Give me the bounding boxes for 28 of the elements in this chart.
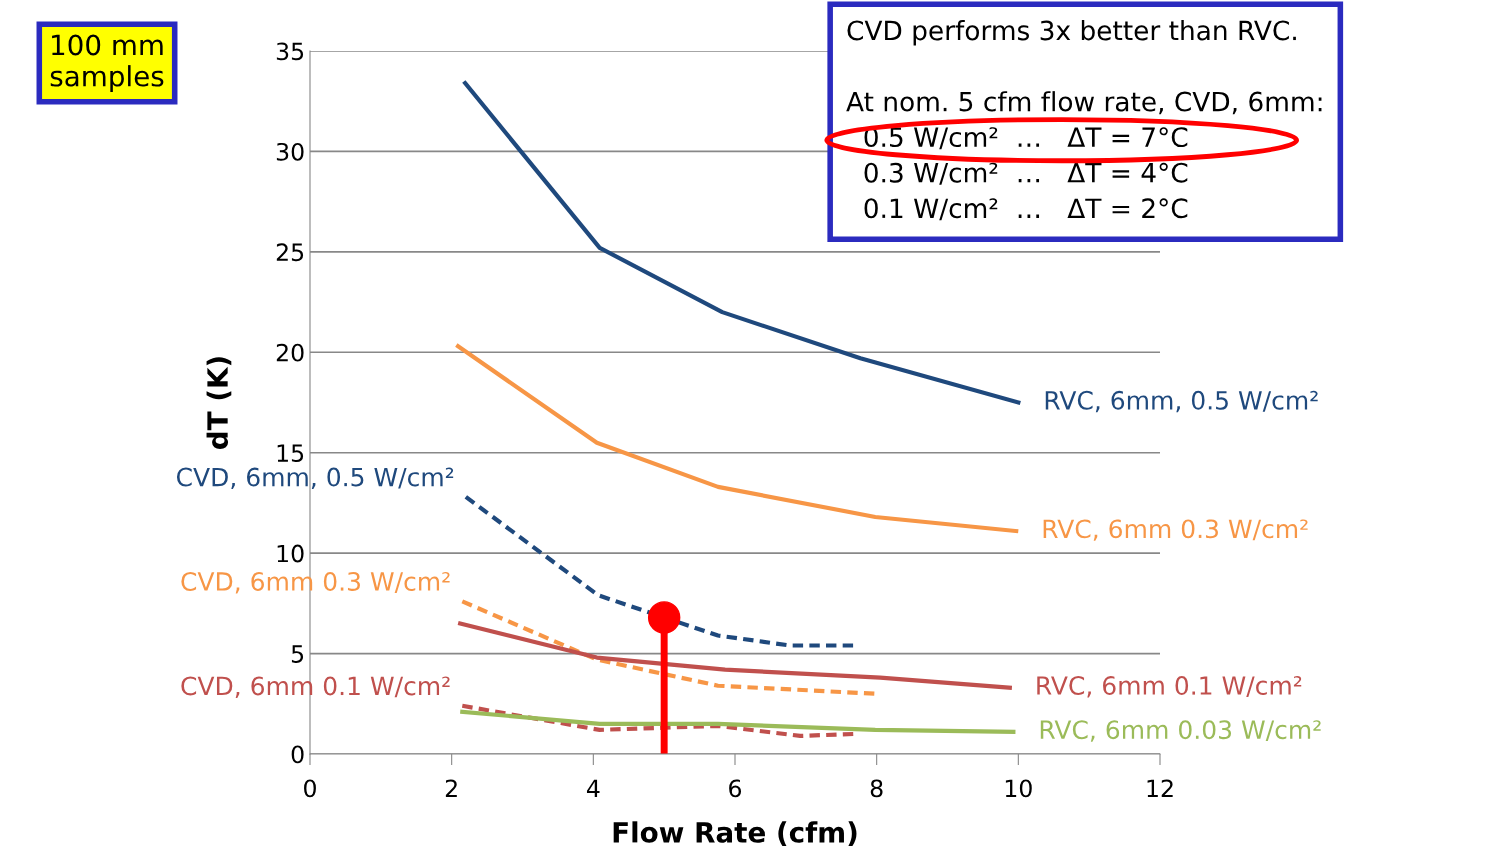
x-tick-label: 4 (586, 779, 600, 797)
series-label: RVC, 6mm 0.3 W/cm² (1043, 519, 1308, 541)
y-axis-title: dT (K) (206, 357, 232, 449)
series-label: CVD, 6mm 0.1 W/cm² (181, 676, 450, 698)
x-tick-label: 8 (870, 779, 883, 798)
y-tick-label: 15 (277, 444, 304, 463)
series-label: CVD, 6mm 0.3 W/cm² (181, 572, 450, 594)
x-tick-label: 0 (304, 779, 316, 798)
text: 100 mm samples (50, 34, 164, 92)
x-tick-label: 12 (1147, 779, 1173, 797)
y-tick-label: 25 (276, 243, 304, 262)
x-tick-label: 6 (729, 779, 742, 798)
x-tick-label: 10 (1005, 779, 1032, 798)
line-series (460, 709, 1016, 734)
x-axis-title: Flow Rate (cfm) (613, 821, 857, 847)
series-label: RVC, 6mm, 0.5 W/cm² (1045, 390, 1318, 413)
line-series (455, 344, 1019, 534)
y-tick-label: 30 (276, 142, 304, 161)
y-tick-label: 10 (277, 544, 304, 563)
line-series (458, 621, 1012, 690)
series-label: RVC, 6mm 0.03 W/cm² (1040, 720, 1321, 742)
series-label: RVC, 6mm 0.1 W/cm² (1037, 676, 1302, 698)
y-tick-label: 0 (291, 745, 304, 764)
series-label: CVD, 6mm, 0.5 W/cm² (176, 467, 454, 490)
y-tick-label: 5 (291, 645, 304, 663)
x-tick-label: 2 (445, 779, 457, 797)
y-tick-label: 20 (276, 343, 304, 362)
y-tick-label: 35 (276, 42, 304, 61)
